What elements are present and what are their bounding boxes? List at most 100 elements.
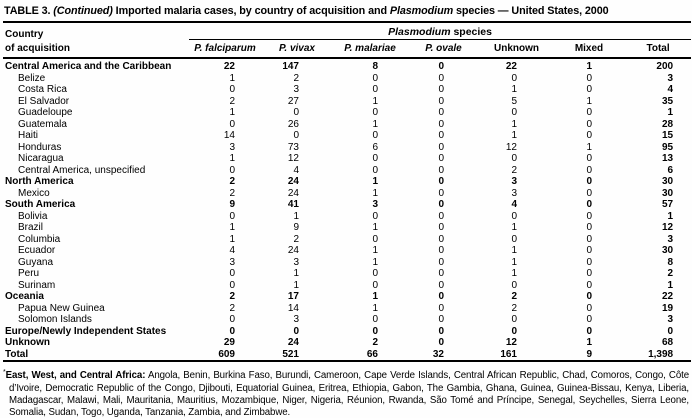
cell-p-ovale: 0: [438, 302, 444, 314]
cell-total: 68: [661, 337, 674, 348]
cell-mixed: 0: [586, 130, 592, 141]
cell-total: 22: [661, 291, 674, 302]
row-label: Columbia: [18, 233, 61, 245]
cell-p-ovale: 0: [438, 210, 444, 222]
cell-mixed: 0: [586, 233, 592, 245]
cell-p-falciparum: 0: [229, 279, 235, 291]
cell-mixed: 1: [586, 95, 592, 107]
cell-p-malariae: 1: [372, 291, 378, 302]
table-row-papua-new-guinea: Papua New Guinea 2 14 1 0 2 0 19: [3, 303, 691, 315]
cell-mixed: 0: [586, 210, 592, 222]
cell-total: 30: [661, 245, 674, 256]
cell-unknown: 0: [511, 279, 517, 291]
cell-p-malariae: 0: [372, 84, 378, 95]
row-label: Nicaragua: [18, 153, 64, 164]
cell-total: 3: [667, 72, 674, 84]
cell-mixed: 0: [586, 164, 592, 176]
country-header-line1: Country: [5, 28, 44, 40]
cell-p-malariae: 0: [372, 72, 378, 84]
table-row-columbia: Columbia 1 2 0 0 0 0 3: [3, 234, 691, 246]
cell-p-malariae: 0: [372, 107, 378, 118]
cell-p-malariae: 1: [372, 187, 378, 199]
cell-p-falciparum: 22: [223, 61, 235, 72]
cell-p-falciparum: 0: [229, 84, 235, 95]
row-label: Central America and the Caribbean: [5, 61, 172, 72]
cell-p-ovale: 0: [438, 337, 444, 348]
table-row-bolivia: Bolivia 0 1 0 0 0 0 1: [3, 211, 691, 223]
cell-p-vivax: 0: [293, 107, 299, 118]
table-row-surinam: Surinam 0 1 0 0 0 0 1: [3, 280, 691, 292]
cell-p-ovale: 0: [438, 314, 444, 325]
cell-unknown: 0: [511, 233, 517, 245]
cell-unknown: 5: [511, 95, 517, 107]
cell-unknown: 1: [511, 130, 517, 141]
cell-unknown: 1: [511, 256, 517, 268]
cell-p-ovale: 0: [438, 245, 444, 256]
cell-unknown: 2: [511, 164, 517, 176]
cell-p-vivax: 3: [293, 256, 299, 268]
table-row-central-america-and-the-caribbean: Central America and the Caribbean 22 147 8 0…: [3, 58, 691, 73]
cell-mixed: 0: [586, 176, 592, 187]
cell-p-vivax: 12: [287, 153, 299, 164]
cell-unknown: 0: [511, 107, 517, 118]
cell-p-falciparum: 29: [223, 337, 235, 348]
cell-unknown: 0: [511, 153, 517, 164]
footnote-marker: *: [3, 369, 6, 376]
table-row-brazil: Brazil 1 9 1 0 1 0 12: [3, 222, 691, 234]
cell-p-vivax: 1: [293, 210, 299, 222]
cell-p-falciparum: 0: [229, 210, 235, 222]
cell-p-ovale: 0: [438, 222, 444, 233]
species-group-row: Country Plasmodium species: [3, 22, 692, 40]
cell-unknown: 161: [500, 348, 517, 360]
cell-unknown: 22: [505, 61, 517, 72]
table-row-oceania: Oceania 2 17 1 0 2 0 22: [3, 291, 691, 303]
cell-p-falciparum: 1: [229, 107, 235, 118]
cell-p-ovale: 0: [438, 233, 444, 245]
table-row-north-america: North America 2 24 1 0 3 0 30: [3, 176, 691, 188]
cell-unknown: 0: [511, 325, 517, 337]
cell-mixed: 0: [586, 153, 592, 164]
cell-mixed: 0: [586, 107, 592, 118]
footnote-text: Angola, Benin, Burkina Faso, Burundi, Ca…: [9, 370, 689, 418]
table-row-haiti: Haiti 14 0 0 0 1 0 15: [3, 130, 691, 142]
species-group-italic: Plasmodium: [388, 26, 451, 38]
cell-total: 19: [661, 302, 674, 314]
row-label: Europe/Newly Independent States: [5, 325, 167, 337]
row-label: Central America, unspecified: [18, 164, 146, 176]
table-row-honduras: Honduras 3 73 6 0 12 1 95: [3, 142, 691, 154]
cell-total: 1: [667, 210, 674, 222]
cell-total: 12: [661, 222, 674, 233]
cell-p-vivax: 17: [287, 291, 299, 302]
cell-p-ovale: 0: [438, 164, 444, 176]
cell-unknown: 3: [511, 176, 517, 187]
cell-p-ovale: 0: [438, 72, 444, 84]
cell-p-ovale: 0: [438, 141, 444, 153]
table-row-nicaragua: Nicaragua 1 12 0 0 0 0 13: [3, 153, 691, 165]
row-label: Unknown: [5, 337, 50, 348]
table-row-ecuador: Ecuador 4 24 1 0 1 0 30: [3, 245, 691, 257]
cell-p-malariae: 6: [372, 141, 378, 153]
cell-p-falciparum: 1: [229, 233, 235, 245]
cell-mixed: 0: [586, 268, 592, 279]
cell-p-vivax: 4: [293, 164, 299, 176]
cell-mixed: 0: [586, 279, 592, 291]
cell-mixed: 9: [586, 348, 592, 360]
table-row-central-america-unspecified: Central America, unspecified 0 4 0 0 2 0 6: [3, 165, 691, 177]
cell-unknown: 1: [511, 268, 517, 279]
cell-p-vivax: 24: [287, 187, 299, 199]
cell-mixed: 0: [586, 187, 592, 199]
cell-p-vivax: 24: [287, 176, 299, 187]
row-label: Guadeloupe: [18, 107, 73, 118]
cell-mixed: 0: [586, 302, 592, 314]
cell-p-ovale: 32: [432, 348, 444, 360]
row-label: Guatemala: [18, 118, 67, 130]
table-header: Country Plasmodium species of acquisitio…: [3, 22, 692, 59]
col-header-p-ovale: P. ovale: [407, 39, 480, 59]
cell-total: 1: [667, 107, 674, 118]
cell-p-ovale: 0: [438, 291, 444, 302]
cell-total: 6: [667, 164, 674, 176]
cell-unknown: 3: [511, 187, 517, 199]
cell-p-ovale: 0: [438, 279, 444, 291]
cell-p-vivax: 14: [287, 302, 299, 314]
